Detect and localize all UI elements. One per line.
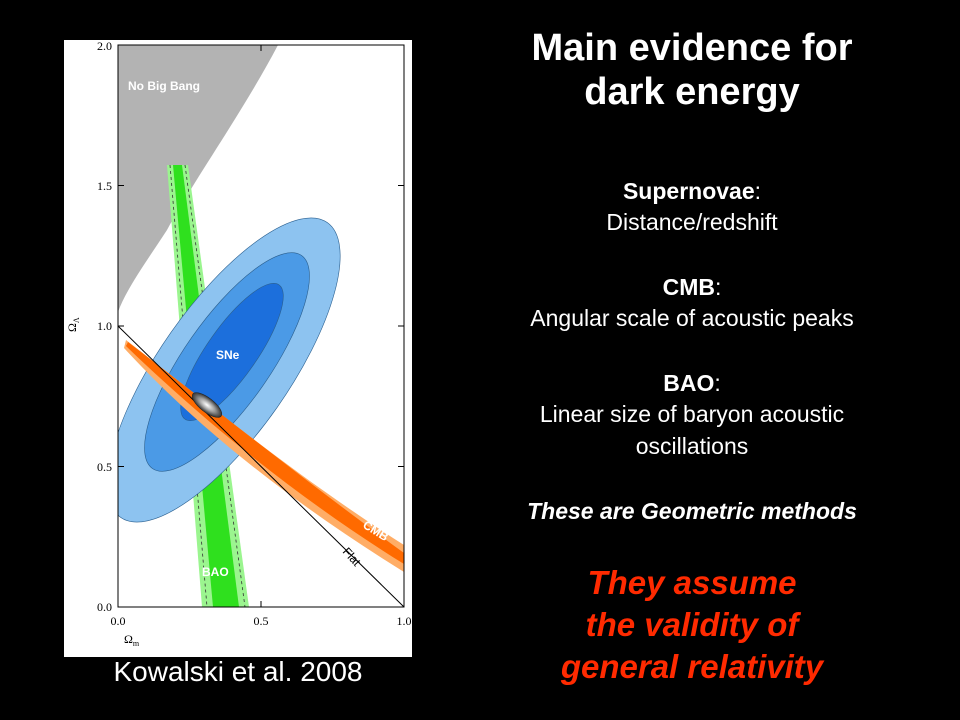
assumption-line: They assume (587, 564, 797, 601)
assumption-line: general relativity (560, 648, 824, 685)
no-big-bang-label: No Big Bang (128, 79, 200, 93)
evidence-name: CMB (662, 274, 715, 300)
evidence-colon: : (714, 370, 721, 396)
citation: Kowalski et al. 2008 (113, 656, 363, 687)
sne-label: SNe (216, 348, 240, 362)
evidence-description: Distance/redshift (606, 209, 778, 235)
evidence-description: Angular scale of acoustic peaks (530, 305, 854, 331)
joint-constraint (191, 392, 223, 418)
evidence-supernovae: Supernovae: Distance/redshift (462, 176, 922, 238)
y-tick-label: 1.0 (97, 319, 112, 333)
y-tick-label: 1.5 (97, 179, 112, 193)
evidence-name: BAO (663, 370, 715, 396)
evidence-cmb: CMB: Angular scale of acoustic peaks (462, 272, 922, 334)
tick-marks (118, 44, 404, 608)
figure-panel: 0.0 0.5 1.0 1.5 2.0 0.0 0.5 1.0 Ωm ΩΛ No… (64, 40, 412, 657)
assumption-statement: They assume the validity of general rela… (462, 562, 922, 688)
assumption-line: the validity of (585, 606, 799, 643)
y-tick-label: 0.5 (97, 460, 112, 474)
constraint-plot: 0.0 0.5 1.0 1.5 2.0 0.0 0.5 1.0 Ωm ΩΛ No… (65, 40, 412, 648)
x-tick-label: 1.0 (397, 614, 412, 628)
y-tick-label: 0.0 (97, 600, 112, 614)
y-tick-label: 2.0 (97, 40, 112, 53)
evidence-colon: : (715, 274, 722, 300)
x-tick-label: 0.0 (111, 614, 126, 628)
evidence-colon: : (754, 178, 762, 204)
x-tick-label: 0.5 (254, 614, 269, 628)
flat-label: Flat (340, 545, 364, 570)
geometric-methods-note: These are Geometric methods (527, 498, 857, 524)
flat-universe-line (118, 325, 404, 607)
title-line: dark energy (584, 71, 800, 113)
slide-title: Main evidence for dark energy (462, 26, 922, 114)
title-line: Main evidence for (531, 27, 853, 69)
evidence-name: Supernovae (622, 178, 755, 204)
bao-label: BAO (202, 565, 229, 579)
evidence-bao: BAO: Linear size of baryon acoustic osci… (462, 368, 922, 462)
sne-contour-inner (180, 283, 284, 421)
evidence-description: oscillations (635, 433, 749, 459)
x-axis-label: Ωm (124, 632, 140, 648)
no-big-bang-region (118, 45, 278, 312)
y-axis-label: ΩΛ (65, 317, 81, 332)
evidence-description: Linear size of baryon acoustic (539, 401, 845, 427)
